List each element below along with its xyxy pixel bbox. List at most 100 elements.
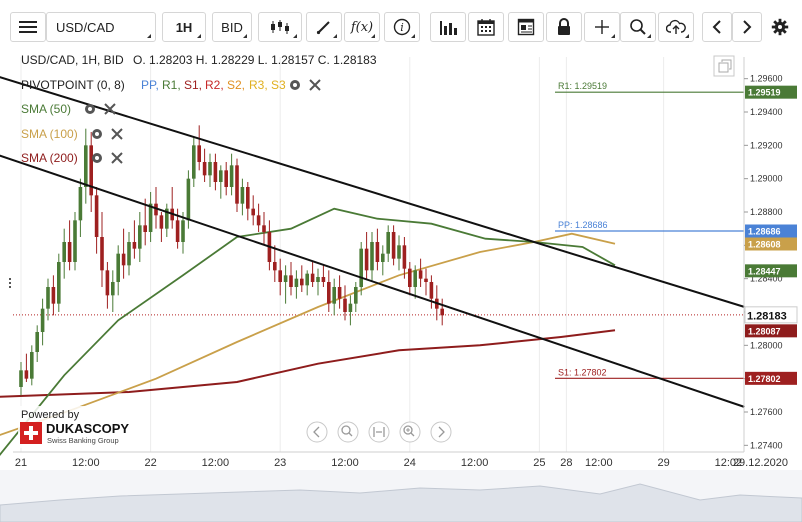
pivot-label-pp: PP: 1.28686 (558, 220, 608, 230)
sma50-settings-icon[interactable] (85, 104, 95, 114)
candle-body (273, 262, 277, 271)
chart-type-button[interactable] (258, 12, 302, 42)
dropdown-corner-icon (147, 34, 151, 38)
dropdown-corner-icon (611, 34, 615, 38)
candle-body (332, 287, 336, 304)
sma200-label: SMA (200) (21, 151, 78, 165)
nav-zoom-out-button[interactable] (337, 421, 359, 443)
pivot-label-r1: R1: 1.29519 (558, 81, 607, 91)
sma200-line (0, 329, 616, 398)
sma200-remove-icon[interactable] (111, 152, 123, 164)
crosshair-icon (593, 18, 611, 36)
x-tick-label: 29 (657, 457, 669, 469)
pivot-settings-icon[interactable] (290, 80, 300, 90)
y-tick-label: 1.28400 (750, 274, 783, 284)
candle-body (359, 248, 363, 287)
candle-body (35, 332, 39, 352)
candle-body (397, 245, 401, 259)
candle-body (240, 187, 245, 204)
draw-tool-button[interactable] (306, 12, 342, 42)
menu-button[interactable] (10, 12, 46, 42)
candle-body (289, 275, 293, 287)
r1-price-tag-bg (745, 85, 797, 99)
chevron-left-icon (313, 426, 320, 438)
y-tick-label: 1.28000 (750, 340, 783, 350)
candle-body (46, 287, 50, 309)
candle-body (154, 203, 158, 216)
nav-forward-button[interactable] (430, 421, 452, 443)
settings-icon (771, 18, 789, 36)
dropdown-corner-icon (243, 34, 247, 38)
instrument-label: USD/CAD, 1H, BID (21, 53, 124, 67)
zoom-button[interactable] (620, 12, 656, 42)
candle-body (94, 195, 99, 237)
y-tick-label: 1.28800 (750, 207, 783, 217)
calendar-button[interactable] (468, 12, 504, 42)
candle-body (348, 303, 353, 312)
candle-body (354, 287, 358, 304)
candle-body (413, 270, 417, 287)
expand-panel-icon[interactable] (713, 55, 735, 77)
volume-button[interactable] (430, 12, 466, 42)
x-tick-label: 12:00 (202, 457, 230, 469)
price-chart[interactable]: R1: 1.29519 PP: 1.28686 S1: 1.27802 21 12:0… (0, 50, 802, 522)
settings-button[interactable] (766, 12, 794, 42)
y-tick-label: 1.27600 (750, 407, 783, 417)
nav-back-button[interactable] (306, 421, 328, 443)
chart-area[interactable]: R1: 1.29519 PP: 1.28686 S1: 1.27802 21 12:0… (0, 50, 802, 522)
pivot-remove-icon[interactable] (309, 79, 321, 91)
report-button[interactable] (508, 12, 544, 42)
candle-body (256, 215, 261, 226)
trend-channel-line-2[interactable] (0, 154, 745, 408)
sma200-settings-icon[interactable] (92, 153, 102, 163)
pivot-s3: S3 (271, 78, 286, 92)
x-tick-label: 12:02 (715, 457, 743, 469)
candle-body (186, 178, 191, 221)
timeframe-select[interactable]: 1H (162, 12, 206, 42)
price-side-select[interactable]: BID (212, 12, 252, 42)
trend-channel-line-1[interactable] (0, 75, 745, 308)
candle-body (224, 170, 228, 187)
report-icon (517, 18, 535, 36)
nav-fit-button[interactable] (368, 421, 390, 443)
candle-body (418, 270, 423, 279)
candle-body (51, 287, 56, 304)
lock-button[interactable] (546, 12, 582, 42)
upload-button[interactable] (658, 12, 694, 42)
candle-body (370, 242, 374, 271)
svg-text:i: i (400, 21, 404, 34)
candle-body (67, 242, 72, 262)
last-price-tag: 1.28183 (747, 310, 787, 322)
candle-body (305, 273, 309, 286)
candle-body (337, 287, 342, 299)
timeframe-label: 1H (175, 19, 193, 35)
chevron-left-icon (712, 20, 722, 34)
candle-body (132, 242, 137, 249)
ohlc-values: O. 1.28203 H. 1.28229 L. 1.28157 C. 1.28… (133, 53, 377, 67)
candle-body (127, 242, 131, 266)
crosshair-button[interactable] (584, 12, 620, 42)
navigator-strip[interactable] (0, 470, 802, 522)
sma100-settings-icon[interactable] (92, 129, 102, 139)
x-tick-label: 24 (404, 457, 416, 469)
panel-resize-handle[interactable] (9, 278, 11, 288)
nav-zoom-in-button[interactable] (399, 421, 421, 443)
scroll-left-button[interactable] (702, 12, 732, 42)
info-button[interactable]: i (384, 12, 420, 42)
symbol-select[interactable]: USD/CAD (46, 12, 156, 42)
candle-body (40, 308, 45, 332)
candle-body (375, 242, 380, 262)
pivot-s2: S2, (227, 78, 245, 92)
candle-body (73, 220, 77, 262)
sma100-remove-icon[interactable] (111, 128, 123, 140)
scroll-right-button[interactable] (732, 12, 762, 42)
pivot-r2: R2, (205, 78, 224, 92)
symbol-label: USD/CAD (56, 19, 115, 35)
draw-line-icon (316, 19, 332, 35)
candle-body (62, 242, 66, 262)
brand-name: DUKASCOPY (46, 421, 129, 436)
sma50-remove-icon[interactable] (104, 103, 116, 115)
sma100-line (0, 232, 616, 436)
indicators-button[interactable]: f(x) (344, 12, 380, 42)
candle-body (316, 277, 320, 282)
